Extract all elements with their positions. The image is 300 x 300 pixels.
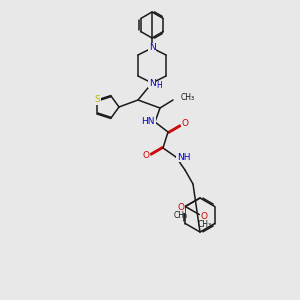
Text: CH₃: CH₃ <box>174 212 188 220</box>
Text: HN: HN <box>141 118 155 127</box>
Text: O: O <box>178 203 184 212</box>
Text: NH: NH <box>177 152 191 161</box>
Text: H: H <box>156 80 162 89</box>
Text: CH₃: CH₃ <box>181 94 195 103</box>
Text: N: N <box>148 79 155 88</box>
Text: S: S <box>94 95 100 104</box>
Text: CH₃: CH₃ <box>197 220 211 229</box>
Text: O: O <box>142 152 149 160</box>
Text: N: N <box>148 44 155 52</box>
Text: O: O <box>182 119 188 128</box>
Text: O: O <box>201 212 208 221</box>
